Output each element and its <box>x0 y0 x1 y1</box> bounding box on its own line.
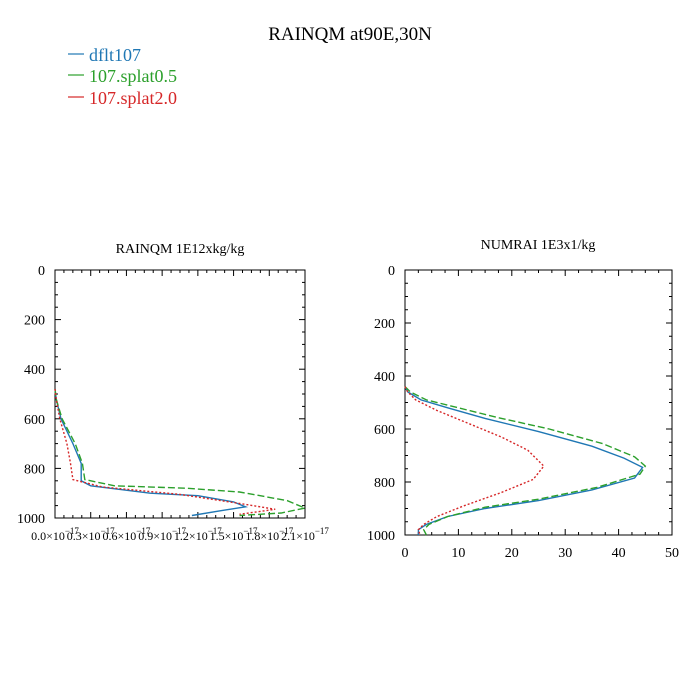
legend-label-splat2.0: 107.splat2.0 <box>89 88 177 108</box>
series-line-rainqm-107.splat2.0 <box>54 388 276 515</box>
legend-entry-splat2.0: 107.splat2.0 <box>68 88 177 108</box>
xtick-label-numrai: 0 <box>402 546 409 561</box>
panel-numrai: NUMRAI 1E3x1/kg 0 200 400 600 800 1000 0 10 20 30… <box>367 238 679 561</box>
figure-title: RAINQM at90E,30N <box>268 24 432 45</box>
panel-title-numrai: NUMRAI 1E3x1/kg <box>481 238 596 253</box>
ytick-label-numrai: 400 <box>374 370 395 385</box>
legend: dflt107 107.splat0.5 107.splat2.0 <box>68 45 177 108</box>
ytick-label-rainqm: 0 <box>38 264 45 279</box>
xtick-label-numrai: 20 <box>505 546 519 561</box>
ytick-label-numrai: 200 <box>374 317 395 332</box>
ytick-label-numrai: 600 <box>374 423 395 438</box>
ytick-label-numrai: 0 <box>388 264 395 279</box>
series-line-numrai-107.splat2.0 <box>404 386 545 536</box>
ytick-label-rainqm: 800 <box>24 462 45 477</box>
series-line-numrai-dflt107 <box>404 386 644 535</box>
legend-label-splat0.5: 107.splat0.5 <box>89 66 177 86</box>
panel-rainqm: RAINQM 1E12xkg/kg 020040060080010000.0×1… <box>17 242 329 543</box>
ytick-label-rainqm: 1000 <box>17 512 45 527</box>
xtick-label-numrai: 50 <box>665 546 679 561</box>
ytick-label-numrai: 1000 <box>367 529 395 544</box>
ytick-label-rainqm: 400 <box>24 363 45 378</box>
legend-entry-dflt107: dflt107 <box>68 45 141 65</box>
ytick-label-rainqm: 200 <box>24 314 45 329</box>
plot-frame-numrai <box>404 269 673 536</box>
ytick-label-rainqm: 600 <box>24 413 45 428</box>
xtick-label-numrai: 30 <box>558 546 572 561</box>
series-line-rainqm-107.splat0.5 <box>54 388 308 517</box>
series-line-numrai-107.splat0.5 <box>404 386 647 536</box>
xtick-label-numrai: 10 <box>451 546 465 561</box>
series-line-rainqm-dflt107 <box>54 388 249 517</box>
legend-entry-splat0.5: 107.splat0.5 <box>68 66 177 86</box>
ytick-label-numrai: 800 <box>374 476 395 491</box>
xtick-label-rainqm: 2.1×10−17 <box>281 526 329 543</box>
xtick-label-numrai: 40 <box>612 546 626 561</box>
panel-title-rainqm: RAINQM 1E12xkg/kg <box>116 242 245 257</box>
legend-label-dflt107: dflt107 <box>89 45 141 65</box>
